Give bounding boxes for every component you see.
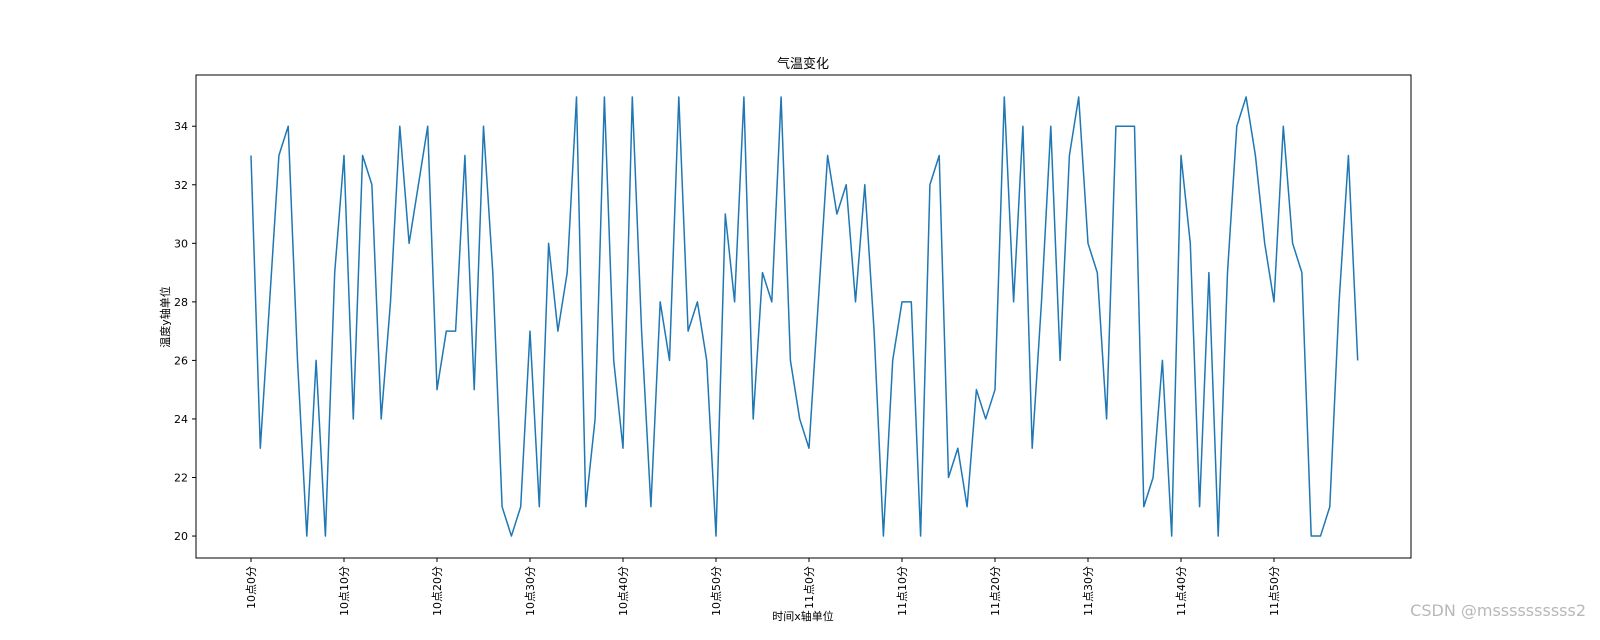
x-tick-label: 11点0分 bbox=[803, 566, 816, 609]
x-tick-label: 10点20分 bbox=[431, 566, 444, 616]
watermark: CSDN @mssssssssss2 bbox=[1410, 601, 1586, 620]
chart-title: 气温变化 bbox=[777, 56, 829, 72]
series-line bbox=[250, 96, 1359, 537]
x-tick-label: 11点30分 bbox=[1082, 566, 1095, 616]
y-tick-label: 30 bbox=[174, 237, 188, 250]
plot-frame bbox=[195, 74, 1412, 559]
x-tick-label: 10点30分 bbox=[524, 566, 537, 616]
x-tick-label: 10点0分 bbox=[245, 566, 258, 609]
x-axis-title: 时间x轴单位 bbox=[772, 609, 834, 623]
x-tick-label: 11点20分 bbox=[989, 566, 1002, 616]
x-tick-label: 11点50分 bbox=[1268, 566, 1281, 616]
y-tick-label: 24 bbox=[174, 413, 188, 426]
y-axis: 20 22 24 26 28 30 32 34 bbox=[174, 120, 196, 543]
x-tick-label: 11点10分 bbox=[896, 566, 909, 616]
y-tick-label: 22 bbox=[174, 472, 188, 485]
x-axis: 10点0分 10点10分 10点20分 10点30分 10点40分 10点50分 11点0分… bbox=[245, 558, 1281, 616]
y-tick-label: 34 bbox=[174, 120, 188, 133]
x-tick-label: 11点40分 bbox=[1175, 566, 1188, 616]
x-tick-label: 10点10分 bbox=[338, 566, 351, 616]
y-tick-label: 20 bbox=[174, 530, 188, 543]
y-tick-label: 32 bbox=[174, 179, 188, 192]
y-tick-label: 26 bbox=[174, 354, 188, 367]
y-tick-label: 28 bbox=[174, 296, 188, 309]
x-tick-label: 10点50分 bbox=[710, 566, 723, 616]
plot-area bbox=[195, 74, 1412, 559]
x-tick-label: 10点40分 bbox=[617, 566, 630, 616]
y-axis-title: 温度y轴单位 bbox=[158, 286, 172, 348]
